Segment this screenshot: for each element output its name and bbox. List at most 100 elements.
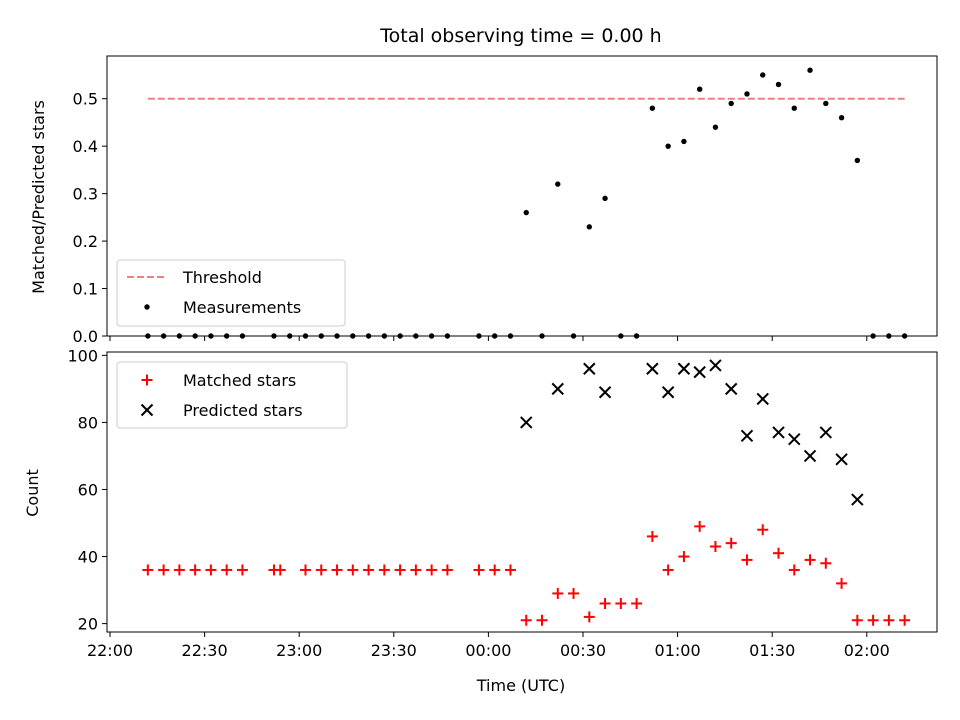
top-plot: 0.0 0.1 0.2 0.3 0.4 0.5 Threshold Measurements [73, 55, 938, 346]
top-axes-frame [106, 55, 938, 337]
y-tick-label: 100 [67, 346, 98, 365]
x-tick-label: 02:00 [844, 641, 890, 660]
matched-star-marker [221, 564, 233, 576]
matched-star-marker [410, 564, 422, 576]
x-tick-label: 22:30 [182, 641, 228, 660]
measurement-point [728, 100, 734, 107]
matched-star-marker [347, 564, 359, 576]
measurement-point [744, 91, 750, 97]
matched-star-marker [274, 564, 286, 576]
predicted-star-marker [583, 362, 596, 375]
marker-stroke [140, 403, 154, 417]
matched-star-marker [646, 530, 658, 542]
marker-stroke [693, 365, 706, 379]
y-tick-label: 80 [78, 413, 98, 432]
bottom-legend: Matched stars Predicted stars [116, 361, 348, 429]
matched-star-marker [773, 547, 785, 559]
y-tick-label: 0.5 [73, 90, 98, 109]
measurement-point [586, 224, 593, 230]
top-legend: Threshold Measurements [116, 259, 346, 327]
predicted-star-marker [772, 426, 785, 439]
marker-stroke [583, 362, 596, 375]
measurement-point [681, 138, 687, 145]
matched-star-marker [583, 611, 595, 623]
x-tick-label: 22:00 [87, 641, 133, 660]
y-tick-label: 0.4 [73, 137, 98, 156]
x-axis-label: Time (UTC) [476, 676, 565, 695]
y-tick-label: 40 [78, 548, 98, 567]
matched-star-marker [883, 614, 895, 626]
matched-star-marker [394, 564, 406, 576]
predicted-star-marker [835, 453, 848, 466]
measurement-point [823, 100, 829, 107]
chart-title: Total observing time = 0.00 h [379, 25, 661, 47]
marker-stroke [851, 493, 864, 506]
marker-stroke [709, 359, 722, 372]
marker-stroke [598, 386, 612, 399]
legend-matched-label: Matched stars [183, 371, 296, 390]
matched-star-marker [741, 554, 753, 566]
matched-star-marker [158, 564, 170, 576]
predicted-star-marker [661, 386, 675, 399]
legend-measurement-label: Measurements [183, 298, 301, 317]
predicted-star-marker [819, 426, 833, 439]
bottom-y-axis-label: Count [23, 469, 42, 517]
matched-star-marker [300, 564, 312, 576]
marker-stroke [661, 386, 675, 399]
matched-star-marker [489, 564, 501, 576]
legend-predicted-swatch [140, 403, 154, 417]
legend-matched-swatch [141, 374, 153, 386]
matched-star-marker [899, 614, 911, 626]
predicted-star-marker [551, 382, 564, 396]
measurement-point [555, 181, 561, 187]
matched-star-marker [851, 614, 863, 626]
matched-star-marker [441, 564, 453, 576]
marker-stroke [677, 362, 691, 375]
marker-stroke [772, 426, 785, 439]
predicted-star-marker [756, 392, 769, 406]
marker-stroke [835, 453, 848, 466]
matched-star-marker [173, 564, 185, 576]
matched-star-marker [426, 564, 438, 576]
marker-stroke [740, 429, 754, 443]
measurement-point [665, 143, 671, 149]
matched-star-marker [363, 564, 375, 576]
marker-stroke [520, 416, 533, 429]
y-tick-label: 0.3 [73, 185, 98, 204]
bottom-axes-frame [106, 351, 938, 633]
matched-star-marker [820, 557, 832, 569]
marker-stroke [803, 449, 817, 463]
matched-star-marker [236, 564, 248, 576]
matched-star-marker [725, 537, 737, 549]
measurement-point [760, 72, 766, 78]
measurement-point [838, 114, 845, 121]
matched-star-marker [599, 597, 611, 609]
matched-star-marker [142, 564, 154, 576]
measurement-point [775, 81, 782, 88]
marker-stroke [724, 382, 738, 396]
marker-stroke [646, 362, 659, 375]
matched-star-marker [536, 614, 548, 626]
matched-star-marker [867, 614, 879, 626]
marker-stroke [819, 426, 833, 439]
top-legend-box [116, 259, 346, 327]
predicted-star-marker [693, 365, 706, 379]
predicted-star-marker [788, 432, 801, 446]
marker-stroke [756, 392, 769, 406]
measurement-point [854, 157, 861, 164]
x-tick-label: 01:30 [749, 641, 795, 660]
x-tick-label: 00:30 [560, 641, 606, 660]
predicted-star-marker [803, 449, 817, 463]
predicted-star-marker [677, 362, 691, 375]
y-tick-label: 20 [78, 615, 98, 634]
matched-star-marker [568, 587, 580, 599]
legend-threshold-label: Threshold [182, 268, 262, 287]
matched-star-marker [804, 554, 816, 566]
matched-star-marker [378, 564, 390, 576]
x-tick-label: 01:00 [655, 641, 701, 660]
matched-star-marker [205, 564, 217, 576]
x-tick-label: 00:00 [465, 641, 511, 660]
bottom-plot: 20 40 60 80 100 22:00 22:30 23:00 23:30 00:00 00:3… [67, 346, 938, 660]
matched-star-marker [709, 540, 721, 552]
